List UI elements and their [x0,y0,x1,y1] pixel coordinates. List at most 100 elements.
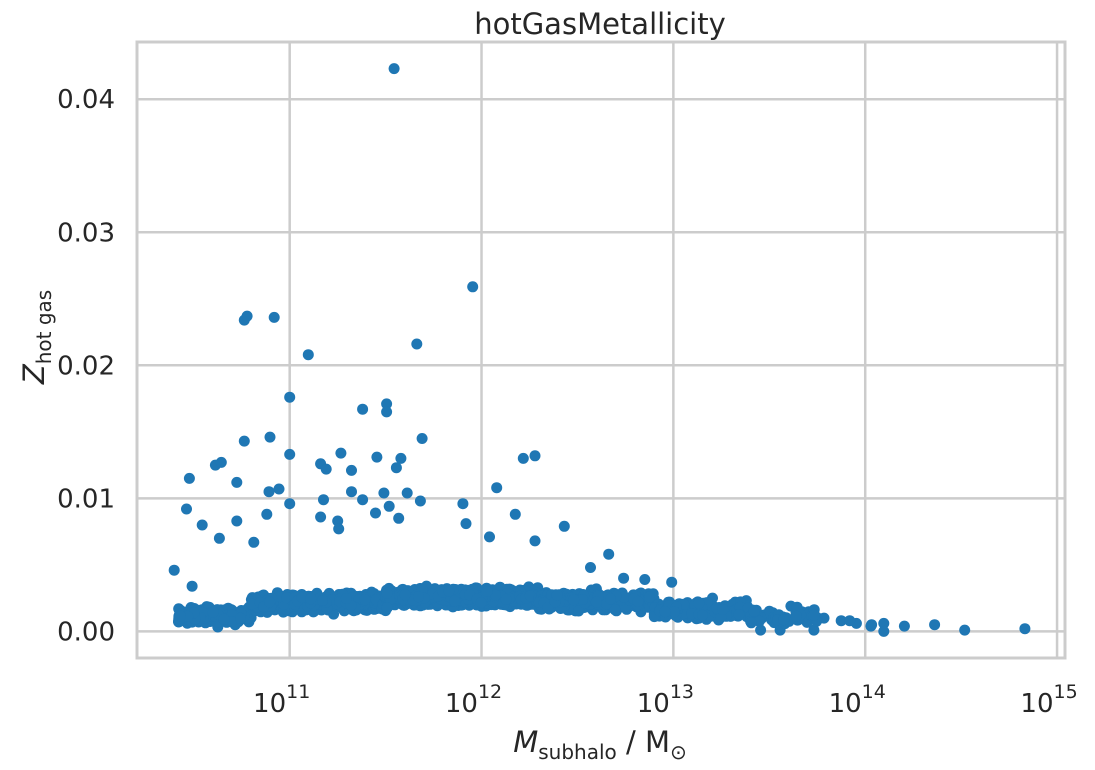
data-point [213,532,225,544]
data-point [359,594,371,606]
data-point [302,349,314,361]
data-point [898,620,910,632]
x-axis-label: Msubhalo / M⊙ [513,725,687,764]
y-tick-label-2: 0.02 [57,351,115,381]
data-point [659,606,671,618]
data-point [416,433,428,444]
x-tick-label-3: 1014 [829,681,886,719]
plot-frame [135,40,1067,660]
data-point [388,63,400,75]
data-point [378,487,390,499]
data-point [381,406,393,418]
data-point [411,338,423,350]
data-point [484,531,495,543]
data-point [790,610,802,622]
data-point [558,520,570,532]
data-point [644,591,655,603]
data-point [296,592,308,603]
data-point [509,508,521,520]
data-point [460,518,472,530]
data-point [529,450,541,462]
data-point [346,486,357,498]
data-point [668,606,680,618]
data-point [284,448,296,460]
data-point [263,486,275,498]
data-point [693,597,705,609]
x-tick-label-0: 1011 [253,681,310,719]
data-point [395,452,407,464]
data-point [959,624,971,636]
data-point [174,610,186,622]
data-point [632,595,644,607]
data-point [238,435,250,447]
data-point [835,615,847,627]
data-point [207,606,219,618]
data-point [573,605,585,617]
data-point [733,609,745,620]
data-point [248,536,260,548]
chart-title: hotGasMetallicity [474,7,726,41]
data-point [393,512,405,524]
data-point [215,456,227,468]
y-tick-label-1: 0.01 [57,484,115,514]
data-point [475,597,487,608]
data-point [577,594,588,605]
data-point [481,586,493,597]
data-point [268,311,280,323]
data-point [318,494,329,506]
data-point [500,593,512,605]
data-point [697,609,708,621]
x-tick-label-4: 1015 [1020,681,1077,719]
x-axis-label-main: M [513,725,538,759]
data-point [357,494,369,506]
data-point [778,614,790,626]
data-point [808,624,820,636]
data-point [808,609,820,621]
data-point [231,515,243,527]
data-point [231,476,243,488]
grid-lines [137,42,1065,658]
data-point [590,596,602,608]
data-point [333,523,345,535]
y-tick-label-3: 0.03 [57,218,115,248]
y-tick-label-0: 0.00 [57,617,115,647]
x-tick-label-2: 1013 [637,681,694,719]
data-point [443,585,455,597]
y-axis-label-main: Z [17,363,51,385]
data-point [717,604,729,615]
data-point [320,463,332,475]
data-point [246,598,258,610]
data-point [666,576,678,588]
data-point [241,310,253,322]
data-point [399,589,411,601]
x-axis-label-sub: subhalo [538,740,617,764]
data-point [305,593,317,605]
y-axis-label: Zhot gas [17,290,56,385]
data-point [568,594,580,606]
data-point [383,500,395,512]
data-point [865,620,877,632]
x-tick-label-1: 1012 [445,681,502,719]
data-point [490,589,501,601]
y-tick-label-4: 0.04 [57,85,115,115]
data-point [335,447,347,459]
data-point [745,617,757,629]
data-point [401,487,413,499]
data-point [261,508,273,520]
data-point [844,615,856,627]
data-point [457,498,469,510]
data-point [264,431,276,443]
data-point [390,462,402,474]
data-point [878,625,890,637]
data-point [357,403,369,415]
data-point [340,593,352,604]
x-axis-ticks: 1011 1012 1013 1014 1015 [253,681,1078,719]
data-point [183,472,195,484]
data-point [467,281,479,293]
data-point [929,619,941,631]
data-point [218,613,230,625]
data-point [196,519,208,531]
data-point [755,624,767,636]
data-point [639,574,651,585]
